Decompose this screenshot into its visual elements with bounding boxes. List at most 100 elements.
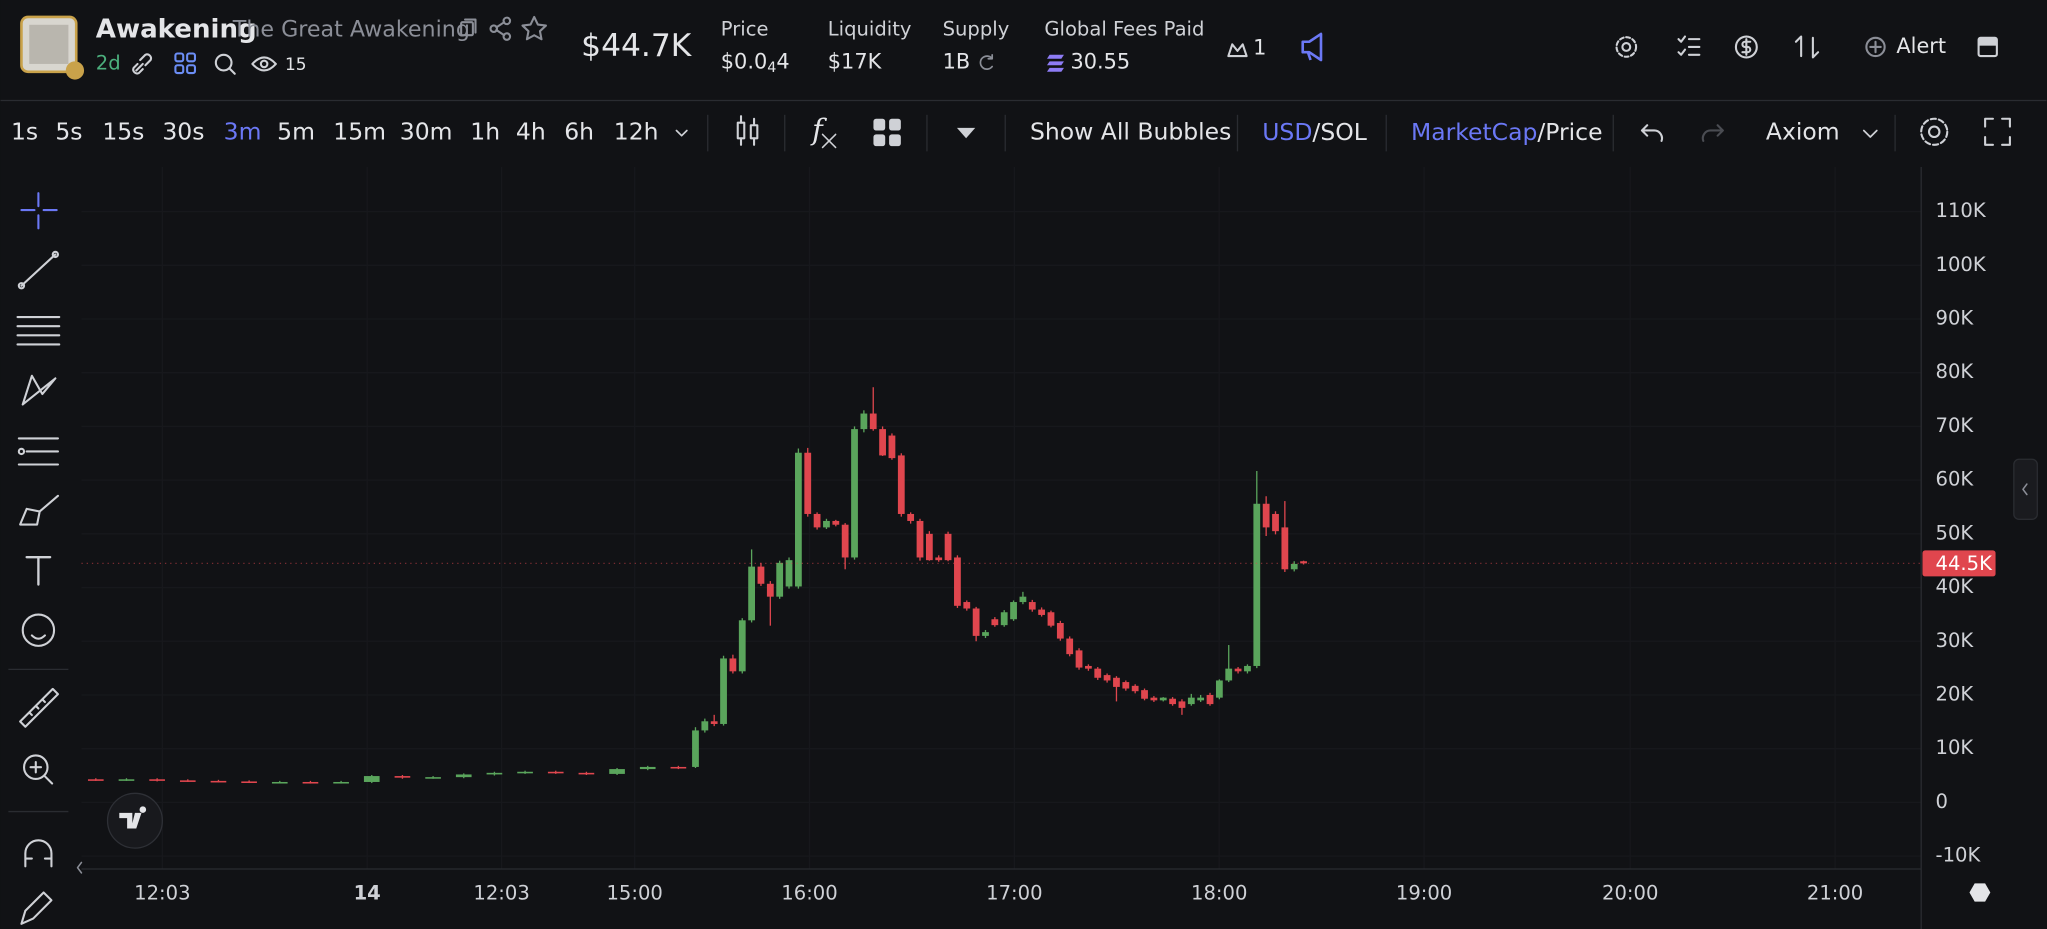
x-tick-label: 14 — [354, 881, 381, 904]
last-price-label: 44.5K — [1936, 552, 1994, 575]
pencil-tool[interactable] — [20, 891, 53, 925]
share-icon[interactable] — [489, 16, 512, 41]
candle-body — [363, 776, 380, 782]
liquidity-value: $17K — [828, 50, 883, 74]
candle-body — [1056, 622, 1064, 639]
candle-body — [804, 452, 812, 514]
candle-body — [1262, 503, 1270, 528]
metric-toggle[interactable]: MarketCap/Price — [1411, 118, 1603, 146]
interval-button[interactable]: 3m — [224, 118, 262, 146]
settings-icon[interactable] — [1615, 36, 1638, 58]
layout-icon[interactable] — [873, 118, 901, 147]
candle-body — [1272, 513, 1279, 532]
style-dropdown[interactable] — [1862, 129, 1878, 138]
chart-style[interactable]: Axiom — [1766, 118, 1840, 146]
candle-body — [87, 779, 104, 781]
emoji-smile — [30, 634, 46, 640]
interval-button[interactable]: 30m — [400, 118, 453, 146]
alert-button[interactable]: Alert — [1896, 34, 1946, 58]
candle-body — [1085, 665, 1092, 669]
announce-icon[interactable] — [1301, 32, 1323, 62]
search-icon[interactable] — [214, 53, 236, 75]
currency-toggle[interactable]: USD/SOL — [1262, 118, 1367, 146]
zoom-tool[interactable] — [22, 754, 49, 780]
collapse-tools[interactable] — [76, 861, 83, 874]
interval-button[interactable]: 6h — [564, 118, 594, 146]
pattern-tool[interactable] — [21, 374, 57, 406]
chart-settings[interactable] — [1920, 117, 1949, 146]
candle-body — [720, 658, 727, 724]
holders-icon[interactable] — [174, 52, 197, 75]
candle-body — [1234, 668, 1242, 672]
interval-button[interactable]: 12h — [614, 118, 659, 146]
candle-body — [813, 513, 821, 528]
time-axis-settings[interactable] — [1969, 883, 1991, 902]
price-prefix: $0.0 — [721, 50, 767, 74]
zoom-plus — [29, 760, 54, 785]
redo-button[interactable] — [1701, 124, 1724, 142]
candle-body — [944, 533, 952, 561]
line-tool-end — [51, 250, 60, 259]
candle-body — [1169, 698, 1176, 705]
more-dropdown[interactable] — [956, 127, 976, 139]
refresh-icon[interactable] — [979, 53, 994, 70]
interval-button[interactable]: 4h — [516, 118, 546, 146]
brush-tool[interactable] — [19, 494, 60, 526]
candle-body — [1000, 612, 1008, 626]
undo-button[interactable] — [1640, 124, 1664, 142]
star-icon[interactable] — [521, 15, 547, 41]
crown-icon[interactable] — [1227, 43, 1248, 58]
interval-button[interactable]: 15m — [333, 118, 386, 146]
interval-button[interactable]: 1h — [470, 118, 500, 146]
metric-rest: /Price — [1537, 118, 1602, 146]
candle-body — [785, 560, 793, 587]
candle-body — [963, 602, 971, 609]
y-tick-label: 110K — [1936, 199, 1987, 222]
interval-button[interactable]: 15s — [102, 118, 144, 146]
interval-button[interactable]: 5s — [55, 118, 82, 146]
candle-body — [1197, 697, 1205, 701]
candle-body — [972, 608, 980, 636]
x-tick-label: 12:03 — [473, 881, 529, 904]
alert-icon[interactable] — [1865, 36, 1886, 58]
list-icon[interactable] — [1677, 35, 1701, 56]
candle-body — [1281, 527, 1289, 570]
copy-icon[interactable] — [460, 18, 477, 37]
bubbles-button[interactable]: Show All Bubbles — [1030, 118, 1231, 146]
candle-body — [210, 780, 227, 783]
forecast-tool[interactable] — [17, 437, 60, 466]
fullscreen-button[interactable] — [1984, 117, 2011, 146]
fees-label: Global Fees Paid — [1044, 18, 1204, 41]
side-panel-tab[interactable] — [2013, 458, 2038, 520]
y-tick-label: 0 — [1936, 790, 1948, 813]
candle-body — [333, 781, 349, 784]
x-tick-label: 15:00 — [606, 881, 662, 904]
emoji-tool[interactable] — [21, 613, 56, 647]
crosshair-tool[interactable] — [20, 192, 58, 230]
token-age: 2d — [96, 51, 121, 74]
candle-type-icon[interactable] — [736, 115, 759, 146]
panel-icon[interactable] — [1977, 36, 1998, 58]
fib-tool[interactable] — [16, 316, 61, 346]
y-tick-label: 60K — [1936, 468, 1975, 491]
interval-dropdown[interactable] — [675, 129, 688, 137]
header: Awakening The Great Awakening 2d 15 $44.… — [20, 15, 1998, 80]
line-tool[interactable] — [20, 253, 57, 287]
text-tool[interactable] — [25, 555, 52, 586]
candle-body — [991, 619, 999, 626]
tradingview-logo[interactable] — [106, 792, 164, 849]
x-tick-label: 20:00 — [1602, 881, 1658, 904]
candle-body — [757, 566, 765, 584]
candle-body — [1028, 602, 1036, 610]
coin-icon[interactable] — [1734, 35, 1758, 59]
crown-count: 1 — [1253, 35, 1266, 59]
link-icon[interactable] — [132, 53, 153, 75]
ruler-tool[interactable] — [19, 687, 60, 728]
candle-body — [982, 632, 989, 636]
sort-icon[interactable] — [1794, 35, 1820, 59]
candle-body — [149, 779, 165, 781]
magnet-tool[interactable] — [24, 839, 53, 868]
interval-button[interactable]: 5m — [277, 118, 315, 146]
interval-button[interactable]: 30s — [162, 118, 204, 146]
interval-button[interactable]: 1s — [11, 118, 38, 146]
